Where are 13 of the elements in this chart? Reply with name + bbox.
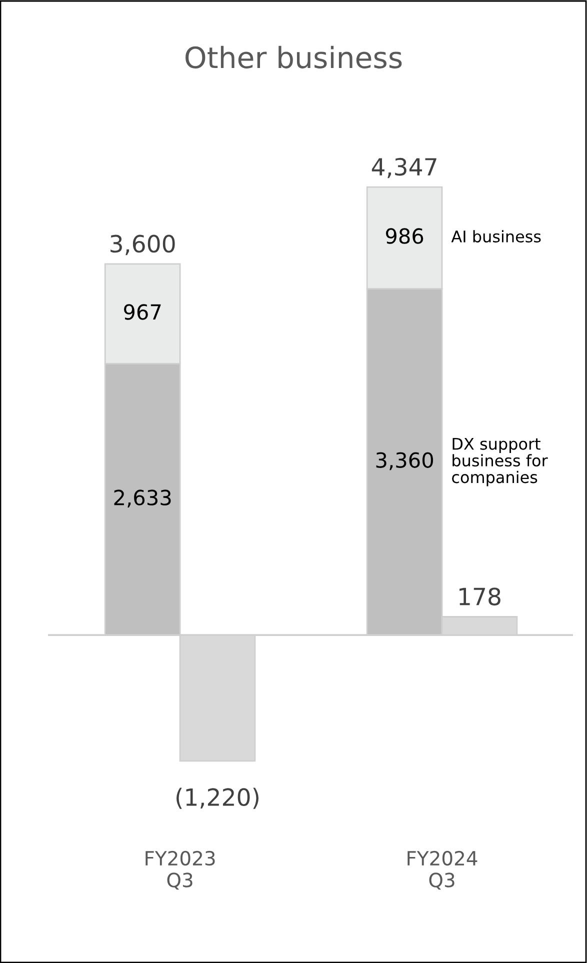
chart-title: Other business bbox=[186, 46, 402, 68]
series-label: AI business bbox=[451, 230, 541, 243]
data-label: 3,360 bbox=[376, 452, 433, 470]
data-label: 967 bbox=[124, 304, 161, 320]
total-label: 4,347 bbox=[372, 158, 436, 178]
data-label: 178 bbox=[460, 588, 500, 606]
data-label: (1,220) bbox=[176, 788, 258, 809]
x-tick-label: FY2024 Q3 bbox=[408, 850, 478, 890]
x-tick-label: FY2023 Q3 bbox=[146, 850, 215, 890]
data-label: 986 bbox=[386, 228, 424, 244]
data-label: 2,633 bbox=[114, 490, 171, 508]
series-label: DX support business for companies bbox=[452, 438, 548, 486]
total-label: 3,600 bbox=[110, 234, 175, 256]
